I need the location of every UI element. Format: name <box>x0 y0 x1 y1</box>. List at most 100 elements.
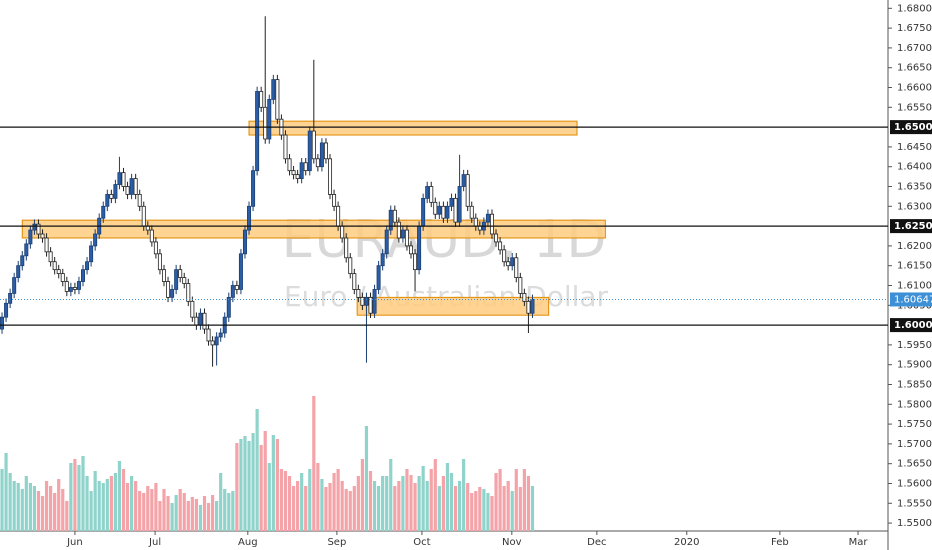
y-tick-label: 1.56000 <box>897 478 932 489</box>
candle-body <box>368 296 373 314</box>
x-tick-label: Jun <box>66 537 83 548</box>
candle-body <box>20 255 25 267</box>
volume-bar <box>121 469 126 531</box>
x-tick-label: Dec <box>587 537 606 548</box>
candle-body <box>32 223 37 231</box>
volume-bar <box>53 493 57 531</box>
candle-body <box>340 225 345 239</box>
volume-bar <box>397 481 401 531</box>
candle-body <box>52 261 57 271</box>
candle-body <box>81 269 86 282</box>
y-tick-label: 1.65500 <box>897 102 932 113</box>
volume-bar <box>198 505 203 531</box>
volume-bar <box>287 476 292 531</box>
volume-bar <box>522 469 526 531</box>
volume-bar <box>401 476 405 531</box>
candle-body <box>396 221 401 239</box>
candle-body <box>465 174 470 207</box>
volume-bar <box>231 491 235 531</box>
candle-body <box>68 287 73 292</box>
y-tick-label: 1.63000 <box>897 201 932 212</box>
volume-bar <box>283 471 288 531</box>
candle-body <box>125 186 130 195</box>
candle-body <box>218 332 223 338</box>
candle-body <box>453 197 458 223</box>
candle-body <box>522 293 527 302</box>
volume-bar <box>377 486 381 531</box>
candle-body <box>425 186 430 199</box>
candle-body <box>182 277 187 284</box>
candle-body <box>161 269 166 282</box>
x-tick-label: Oct <box>413 537 430 548</box>
candle-body <box>85 261 90 271</box>
volume-bar <box>206 503 211 531</box>
y-tick-label: 1.67000 <box>897 43 932 54</box>
y-tick-label: 1.64500 <box>897 142 932 153</box>
candle-body <box>485 213 490 223</box>
zone <box>356 296 550 316</box>
candle-body <box>275 79 280 120</box>
candle-body <box>323 142 328 160</box>
volume-bar <box>227 493 231 531</box>
volume-bar <box>332 473 336 531</box>
y-tick-label: 1.55000 <box>897 518 932 529</box>
candle-body <box>352 273 357 290</box>
volume-bar <box>20 489 24 531</box>
volume-bar <box>510 491 514 531</box>
y-tick-label: 1.57500 <box>897 419 932 430</box>
volume-bar <box>117 461 122 531</box>
candle-body <box>186 283 191 302</box>
candle-body <box>16 265 21 278</box>
x-tick-label: Aug <box>238 537 258 548</box>
candle-body <box>263 106 268 140</box>
candle-body <box>133 178 138 195</box>
volume-bar <box>308 469 312 531</box>
volume-bar <box>482 489 486 531</box>
volume-bar <box>150 489 154 531</box>
candle-body <box>141 205 146 227</box>
candle-body <box>299 162 304 179</box>
y-tick-label: 1.67500 <box>897 23 932 34</box>
volume-bar <box>518 487 522 531</box>
volume-bar <box>247 441 251 531</box>
volume-bar <box>437 486 441 531</box>
candle-body <box>295 174 300 179</box>
candle-body <box>526 300 531 314</box>
candle-body <box>153 241 158 255</box>
candle-body <box>388 209 393 231</box>
candle-body <box>101 205 106 219</box>
volume-bar <box>186 501 190 531</box>
volume-bar <box>466 483 470 531</box>
volume-bar <box>65 501 69 531</box>
volume-bar <box>89 491 93 531</box>
candle-body <box>214 336 219 346</box>
volume-bar <box>498 469 502 531</box>
volume-bar <box>113 473 118 531</box>
candle-body <box>287 158 292 172</box>
volume-bar <box>69 463 73 531</box>
candle-body <box>530 298 535 314</box>
volume-bar <box>445 463 450 531</box>
candle-body <box>392 209 397 223</box>
candle-body <box>202 312 207 330</box>
zone <box>248 120 578 136</box>
volume-bar <box>320 479 324 531</box>
volume-bar <box>304 486 308 531</box>
candle-body <box>404 229 409 247</box>
volume-bar <box>344 489 348 531</box>
volume-bar <box>194 499 198 531</box>
zone <box>21 219 606 239</box>
volume-bar <box>429 469 433 531</box>
candle-body <box>502 249 507 263</box>
volume-bar <box>219 473 223 531</box>
volume-bar <box>12 481 16 531</box>
candle-body <box>445 205 450 219</box>
volume-bar <box>243 436 247 531</box>
candle-body <box>514 257 519 278</box>
volume-bar <box>259 445 263 531</box>
candle-body <box>72 287 77 290</box>
candle-body <box>60 273 65 282</box>
volume-bar <box>352 486 356 531</box>
candle-body <box>372 289 377 314</box>
candle-body <box>238 253 243 290</box>
